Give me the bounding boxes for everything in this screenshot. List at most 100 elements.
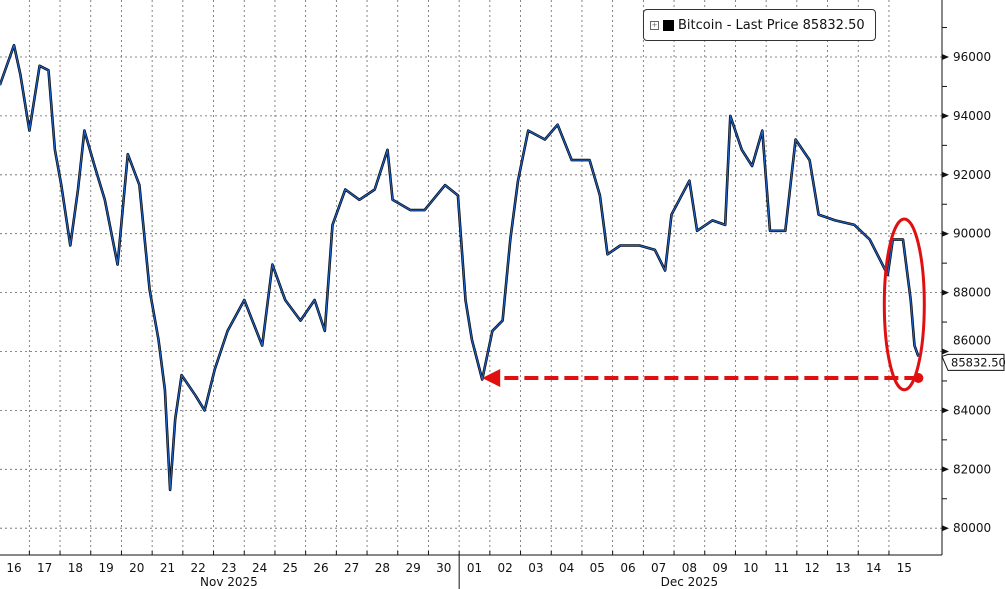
data-point bbox=[180, 374, 183, 376]
data-point bbox=[834, 219, 836, 222]
data-point bbox=[93, 165, 96, 167]
last-price-tag bbox=[941, 353, 1005, 371]
data-point bbox=[69, 244, 71, 247]
highlight-ellipse bbox=[882, 217, 926, 392]
x-tick-label: 08 bbox=[682, 561, 697, 575]
month-label: Dec 2025 bbox=[661, 575, 719, 589]
y-tick-label: 94000 bbox=[953, 109, 991, 123]
x-tick-label: 25 bbox=[283, 561, 298, 575]
series-layer bbox=[0, 43, 920, 492]
data-point bbox=[457, 194, 459, 197]
x-tick-label: 19 bbox=[98, 561, 113, 575]
x-tick-label: 21 bbox=[160, 561, 175, 575]
legend-swatch bbox=[663, 19, 674, 31]
data-point bbox=[314, 299, 316, 301]
data-point bbox=[324, 330, 326, 332]
data-point bbox=[887, 274, 889, 276]
last-price-label: 85832.50 bbox=[951, 355, 1005, 369]
data-point bbox=[148, 289, 151, 291]
data-point bbox=[214, 368, 216, 370]
y-tick-label: 96000 bbox=[953, 50, 991, 64]
data-point bbox=[769, 230, 771, 232]
x-tick-label: 20 bbox=[129, 561, 144, 575]
data-point bbox=[491, 330, 494, 332]
data-point bbox=[157, 339, 160, 341]
y-tick-label: 80000 bbox=[953, 521, 991, 535]
data-point bbox=[138, 184, 140, 186]
expand-icon[interactable]: + bbox=[650, 20, 659, 30]
x-tick-label: 22 bbox=[191, 561, 206, 575]
x-tick-label: 13 bbox=[835, 561, 850, 575]
data-point bbox=[195, 395, 197, 397]
y-tick bbox=[942, 407, 949, 414]
data-point bbox=[424, 209, 426, 211]
data-point bbox=[751, 165, 753, 167]
data-point bbox=[761, 130, 763, 132]
data-point bbox=[284, 299, 286, 301]
data-point bbox=[902, 238, 904, 241]
data-point bbox=[77, 188, 79, 191]
data-point bbox=[729, 115, 731, 117]
legend-label: Bitcoin - Last Price 85832.50 bbox=[678, 17, 865, 33]
data-point bbox=[164, 389, 166, 391]
data-point bbox=[809, 159, 811, 161]
x-tick-label: 30 bbox=[436, 561, 451, 575]
data-point bbox=[117, 264, 119, 266]
data-point bbox=[127, 153, 129, 155]
data-point bbox=[527, 130, 529, 132]
data-point bbox=[47, 69, 50, 71]
y-tick-label: 88000 bbox=[953, 286, 991, 300]
annotations bbox=[482, 217, 926, 392]
data-point bbox=[54, 149, 56, 151]
data-point bbox=[392, 199, 394, 201]
x-tick-label: 26 bbox=[313, 561, 328, 575]
data-point bbox=[557, 124, 559, 126]
data-point bbox=[589, 159, 591, 161]
y-tick bbox=[942, 54, 949, 60]
data-point bbox=[0, 84, 1, 86]
data-point bbox=[13, 44, 15, 46]
data-point bbox=[444, 184, 446, 186]
data-point bbox=[104, 199, 106, 201]
y-tick-label: 82000 bbox=[953, 462, 991, 476]
data-point bbox=[853, 224, 856, 226]
x-tick-label: 15 bbox=[897, 561, 912, 575]
data-point bbox=[28, 130, 30, 132]
y-tick-label: 90000 bbox=[953, 227, 991, 241]
data-point bbox=[174, 418, 176, 420]
grid bbox=[0, 0, 942, 555]
x-tick-label: 05 bbox=[590, 561, 605, 575]
data-point bbox=[261, 345, 263, 347]
data-point bbox=[910, 299, 912, 301]
legend[interactable]: + Bitcoin - Last Price 85832.50 bbox=[643, 9, 876, 41]
y-tick bbox=[942, 348, 949, 355]
data-point bbox=[299, 319, 302, 322]
data-point bbox=[571, 159, 573, 161]
data-point bbox=[670, 213, 673, 216]
data-point bbox=[374, 188, 376, 191]
x-tick-label: 02 bbox=[498, 561, 513, 575]
data-point bbox=[409, 209, 412, 211]
x-tick-label: 17 bbox=[37, 561, 52, 575]
data-point bbox=[794, 138, 797, 141]
y-tick bbox=[942, 112, 949, 119]
arrow-head bbox=[482, 369, 501, 388]
data-point bbox=[38, 65, 41, 67]
data-point bbox=[60, 184, 62, 186]
data-point bbox=[638, 244, 641, 247]
data-point bbox=[502, 319, 504, 322]
x-tick-label: 24 bbox=[252, 561, 267, 575]
x-tick-label: 11 bbox=[774, 561, 789, 575]
x-tick-label: 16 bbox=[6, 561, 21, 575]
data-point bbox=[711, 219, 714, 222]
data-point bbox=[481, 378, 483, 381]
y-tick-label: 86000 bbox=[953, 333, 991, 347]
y-tick-label: 84000 bbox=[953, 403, 991, 417]
data-point bbox=[869, 238, 871, 241]
data-point bbox=[271, 264, 273, 266]
data-point bbox=[599, 194, 601, 197]
data-point bbox=[688, 180, 691, 182]
data-point bbox=[817, 213, 820, 216]
